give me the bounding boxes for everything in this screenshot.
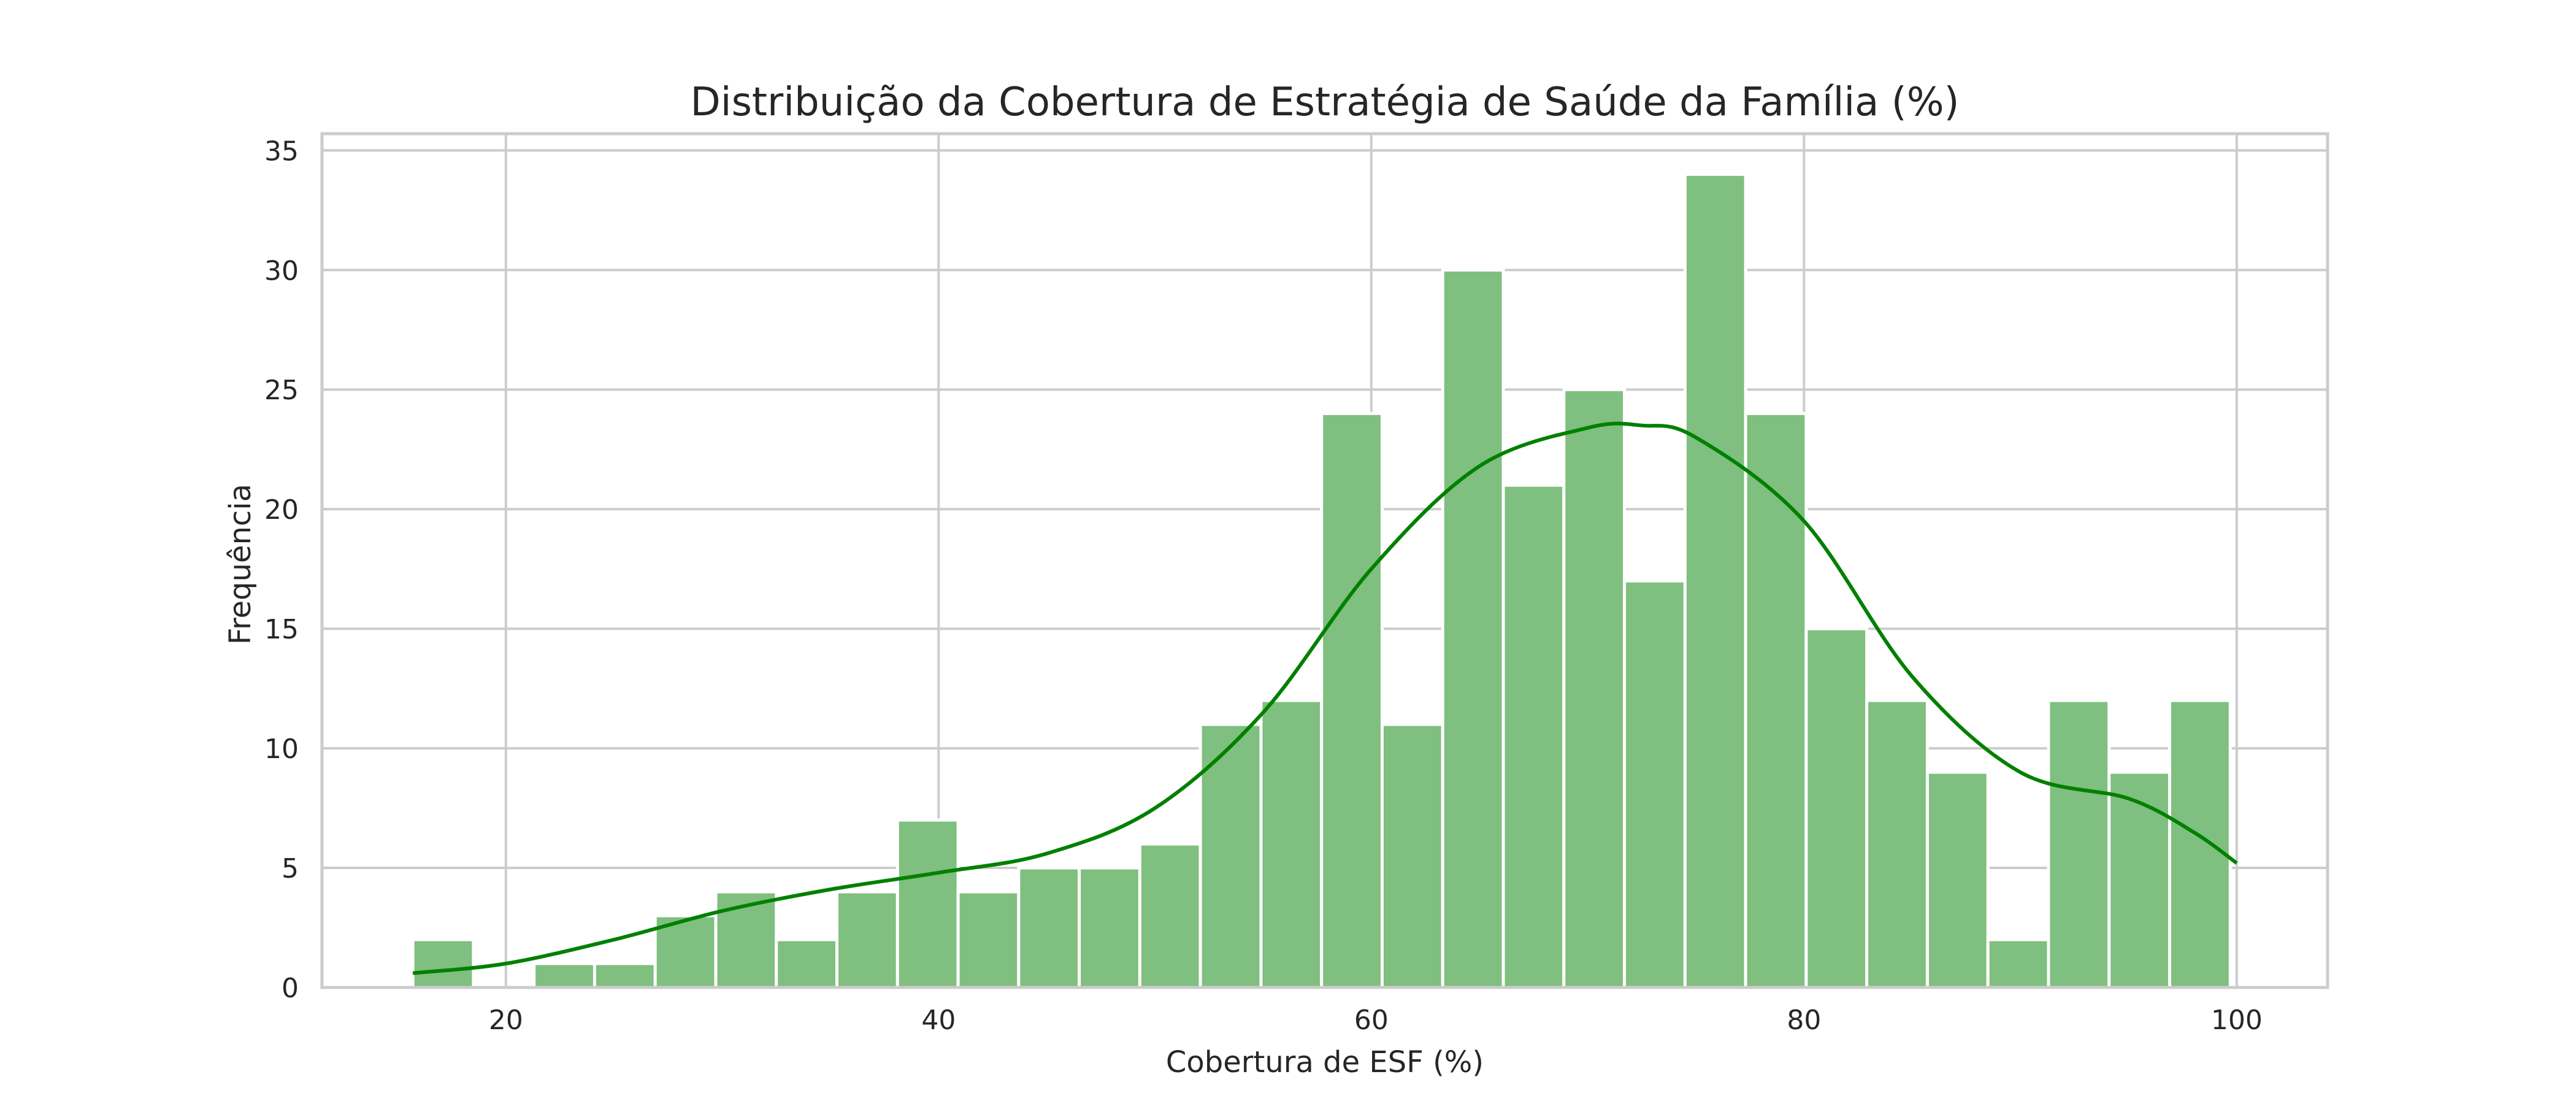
histogram-bar	[411, 938, 475, 989]
histogram-bar	[1623, 579, 1687, 989]
histogram-bar	[1320, 412, 1384, 989]
kde-layer	[412, 421, 2238, 975]
histogram-bar	[1138, 842, 1202, 989]
y-tick-label: 20	[264, 494, 299, 526]
histogram-bar	[956, 890, 1021, 989]
y-tick-label: 35	[264, 136, 299, 167]
y-tick-label: 5	[282, 853, 299, 884]
histogram-bar	[1441, 268, 1505, 989]
chart-title: Distribuição da Cobertura de Estratégia …	[691, 80, 1960, 125]
histogram-bar	[1865, 699, 1929, 989]
histogram-bar	[1744, 412, 1808, 989]
y-tick-label: 15	[264, 614, 299, 645]
histogram-bar	[1078, 866, 1141, 989]
histogram-bar	[895, 818, 960, 989]
histogram-bar	[1017, 866, 1081, 989]
histogram-bar	[835, 890, 899, 989]
histogram-bar	[1259, 699, 1324, 989]
histogram-bar	[532, 962, 596, 989]
histogram-bar	[1986, 938, 2050, 989]
y-tick-label: 0	[282, 973, 299, 1004]
kde-curve	[412, 421, 2238, 975]
histogram-bar	[1804, 627, 1869, 989]
histogram-bar	[1380, 723, 1444, 989]
histogram-bar	[775, 938, 839, 989]
y-tick-label: 10	[264, 734, 299, 765]
histogram-bar	[1501, 483, 1566, 989]
y-axis-label: Frequência	[223, 484, 258, 645]
x-tick-label: 60	[1354, 1005, 1389, 1036]
y-tick-labels: 0 5 10 15 20 25 30 35	[264, 136, 299, 1004]
y-tick-label: 25	[264, 375, 299, 406]
plot-frame	[320, 132, 2329, 989]
histogram-bar	[1683, 172, 1747, 989]
x-tick-label: 80	[1787, 1005, 1821, 1036]
x-tick-labels: 20 40 60 80 100	[489, 1005, 2263, 1036]
x-axis-label: Cobertura de ESF (%)	[1166, 1045, 1484, 1079]
histogram-bar	[592, 962, 657, 989]
x-tick-label: 100	[2211, 1005, 2263, 1036]
histogram-bar	[2168, 699, 2232, 989]
histogram-bar	[1562, 388, 1627, 989]
x-tick-label: 20	[489, 1005, 523, 1036]
histogram-bar	[1925, 770, 1990, 989]
x-tick-label: 40	[921, 1005, 956, 1036]
y-tick-label: 30	[264, 255, 299, 286]
histogram-bar	[2047, 699, 2111, 989]
bars-layer	[411, 172, 2232, 989]
histogram-bar	[1198, 723, 1263, 989]
